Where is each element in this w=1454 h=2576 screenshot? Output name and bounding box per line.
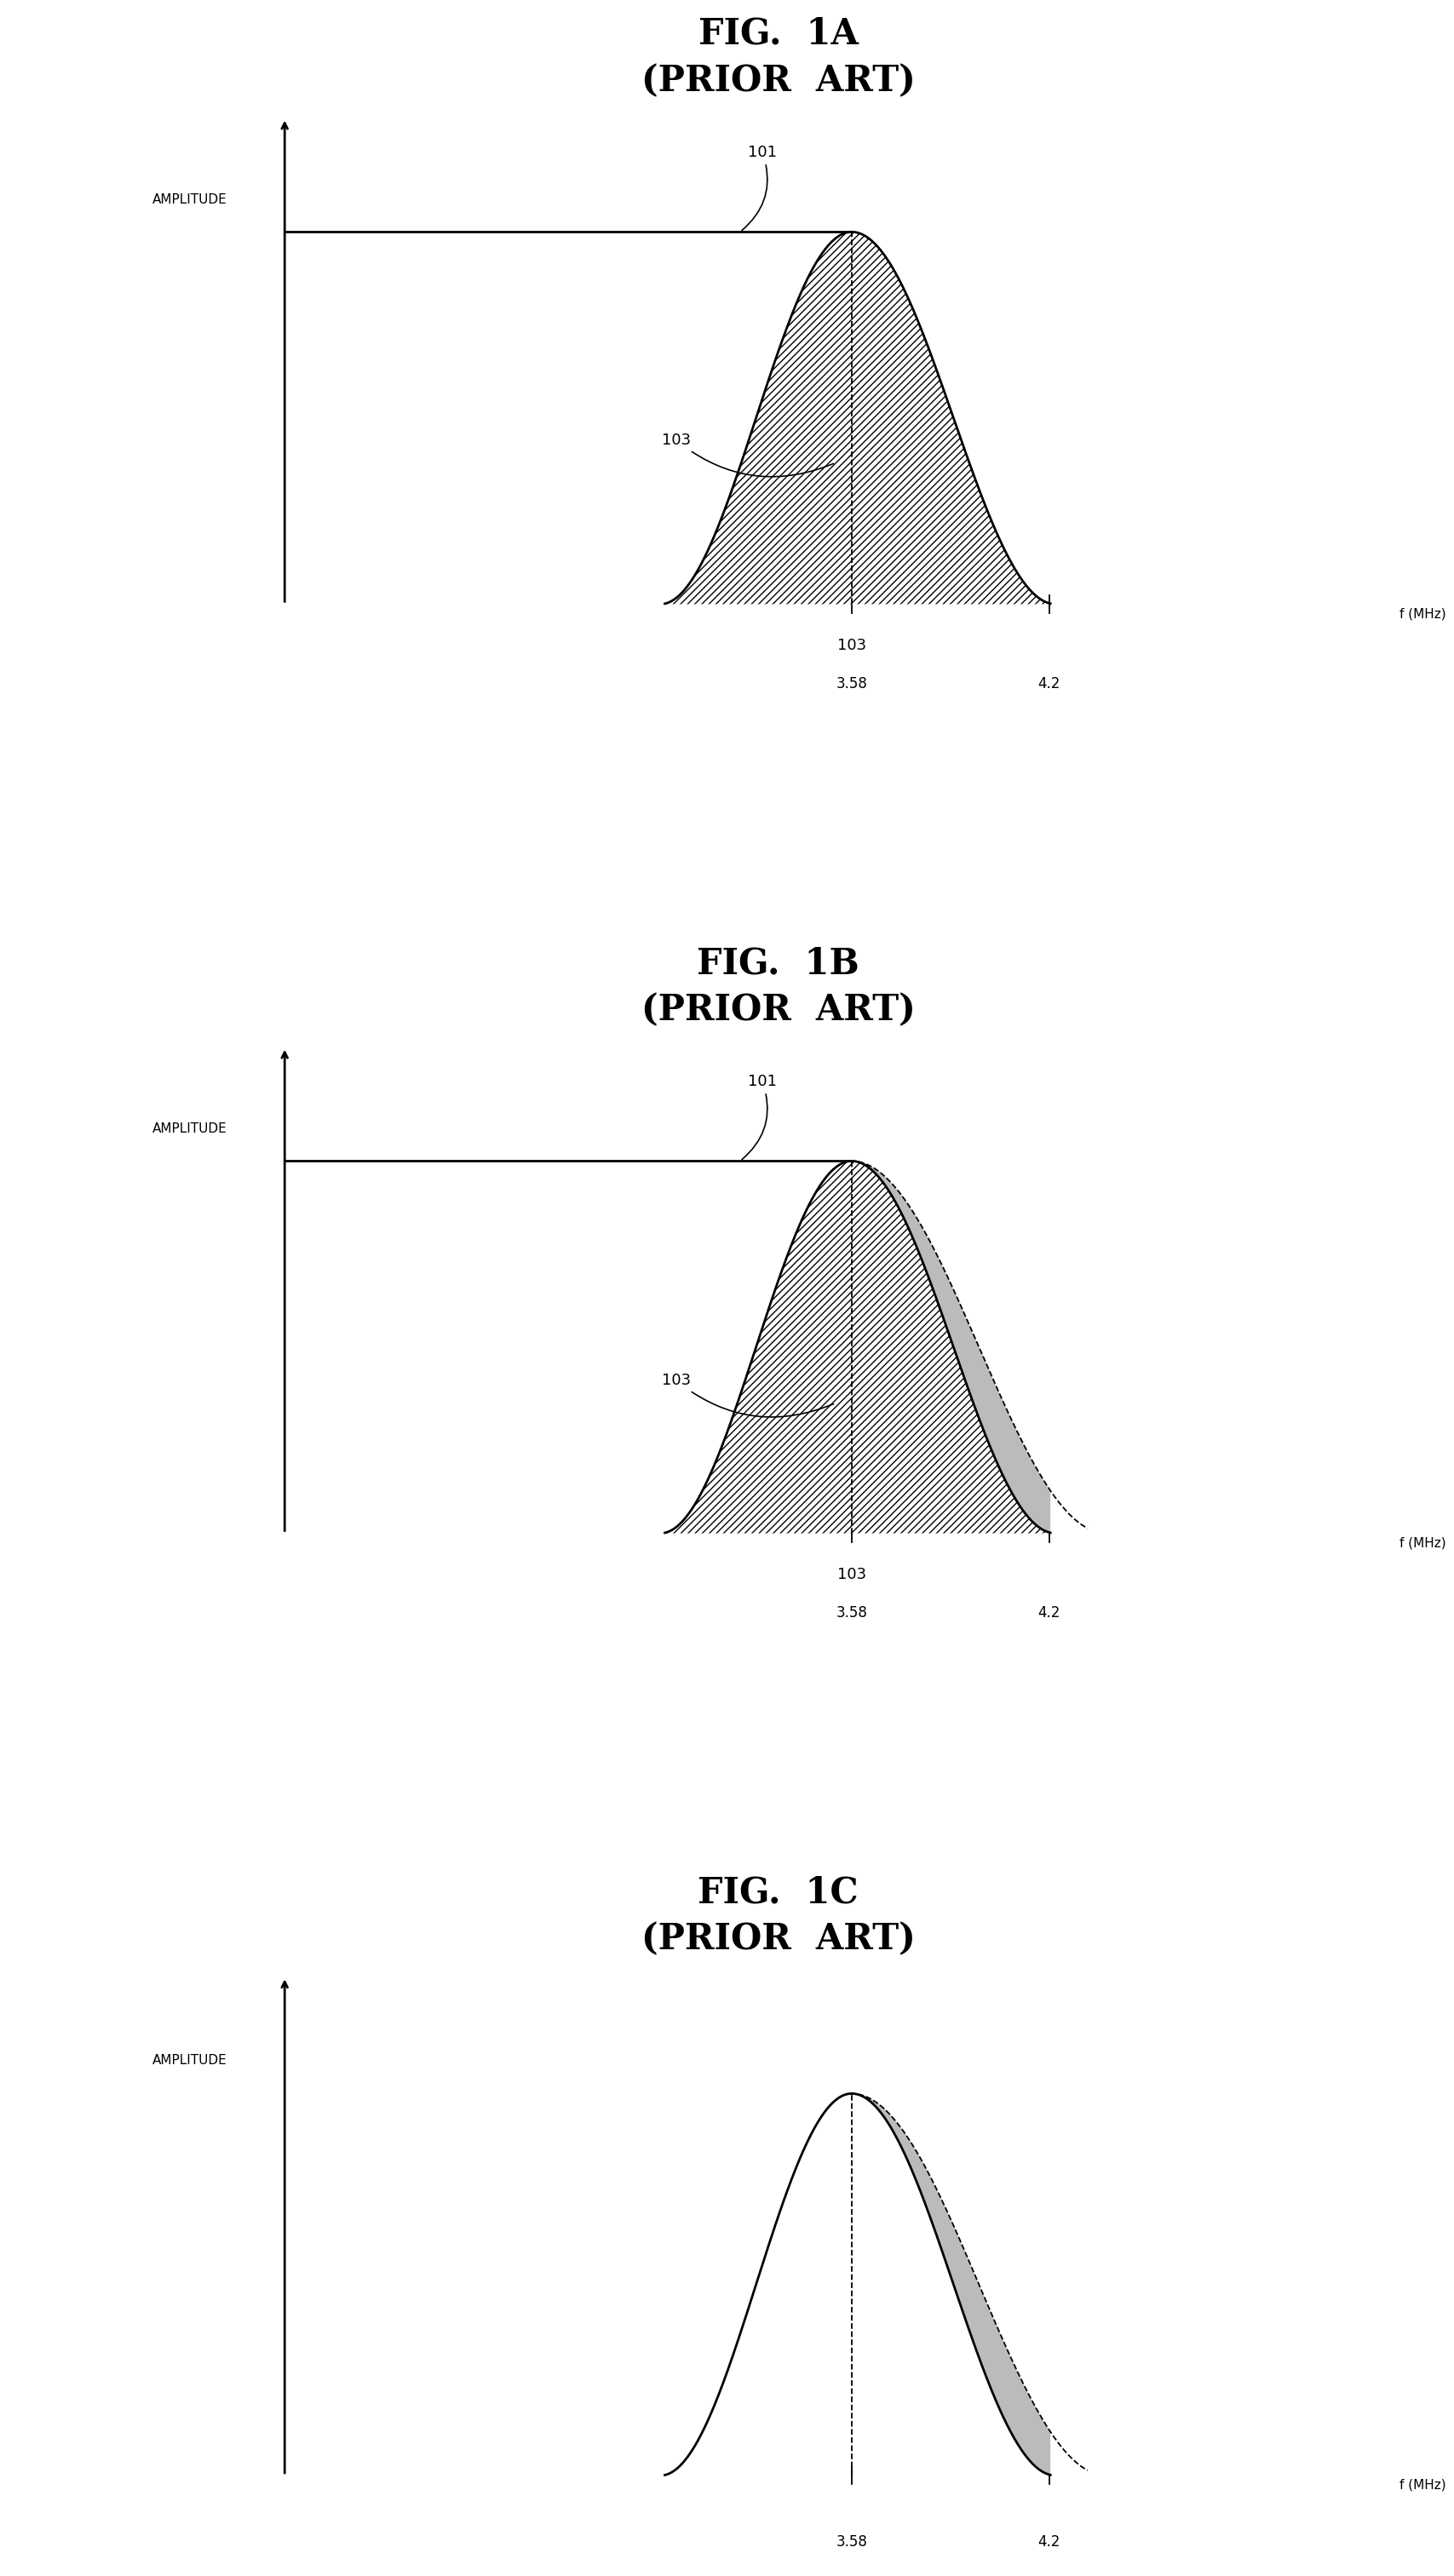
Text: 103: 103 xyxy=(662,1373,833,1417)
Text: 103: 103 xyxy=(662,433,833,477)
Text: AMPLITUDE: AMPLITUDE xyxy=(153,2053,227,2066)
Text: 101: 101 xyxy=(742,144,776,229)
Text: 101: 101 xyxy=(742,1074,776,1159)
Title: FIG.  1A
(PRIOR  ART): FIG. 1A (PRIOR ART) xyxy=(641,15,915,98)
Title: FIG.  1B
(PRIOR  ART): FIG. 1B (PRIOR ART) xyxy=(641,945,915,1028)
Text: 103: 103 xyxy=(836,1566,865,1582)
Text: f (MHz): f (MHz) xyxy=(1399,1535,1445,1548)
Title: FIG.  1C
(PRIOR  ART): FIG. 1C (PRIOR ART) xyxy=(641,1875,915,1958)
Text: AMPLITUDE: AMPLITUDE xyxy=(153,1123,227,1136)
Text: f (MHz): f (MHz) xyxy=(1399,2478,1445,2491)
Text: f (MHz): f (MHz) xyxy=(1399,608,1445,621)
Text: AMPLITUDE: AMPLITUDE xyxy=(153,193,227,206)
Text: 103: 103 xyxy=(836,636,865,652)
